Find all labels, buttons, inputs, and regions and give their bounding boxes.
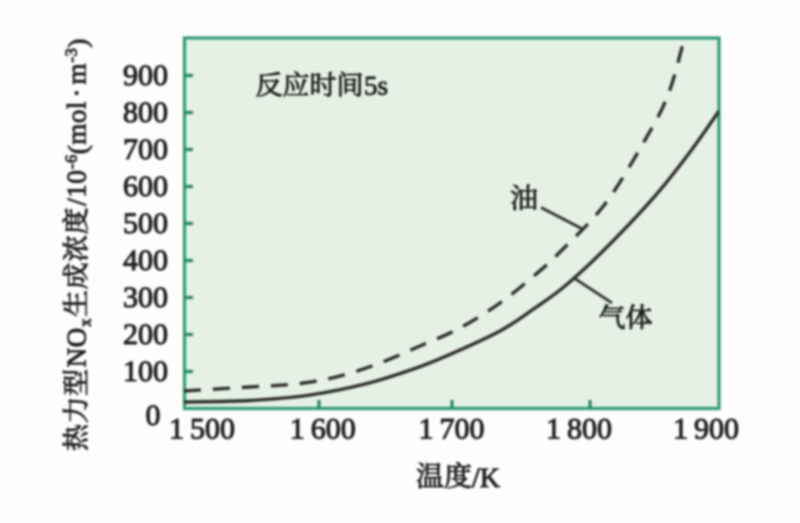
- svg-text:1 600: 1 600: [290, 413, 356, 446]
- svg-text:700: 700: [123, 133, 168, 166]
- svg-text:600: 600: [123, 170, 168, 203]
- svg-text:500: 500: [123, 207, 168, 240]
- svg-text:1 500: 1 500: [169, 413, 235, 446]
- svg-text:1 800: 1 800: [546, 413, 612, 446]
- svg-text:300: 300: [123, 281, 168, 314]
- svg-text:200: 200: [123, 318, 168, 351]
- svg-text:100: 100: [123, 355, 168, 388]
- svg-text:1 900: 1 900: [673, 413, 739, 446]
- svg-text:400: 400: [123, 244, 168, 277]
- svg-text:0: 0: [146, 399, 161, 432]
- svg-text:1 700: 1 700: [418, 413, 484, 446]
- svg-text:800: 800: [123, 96, 168, 129]
- svg-text:900: 900: [123, 59, 168, 92]
